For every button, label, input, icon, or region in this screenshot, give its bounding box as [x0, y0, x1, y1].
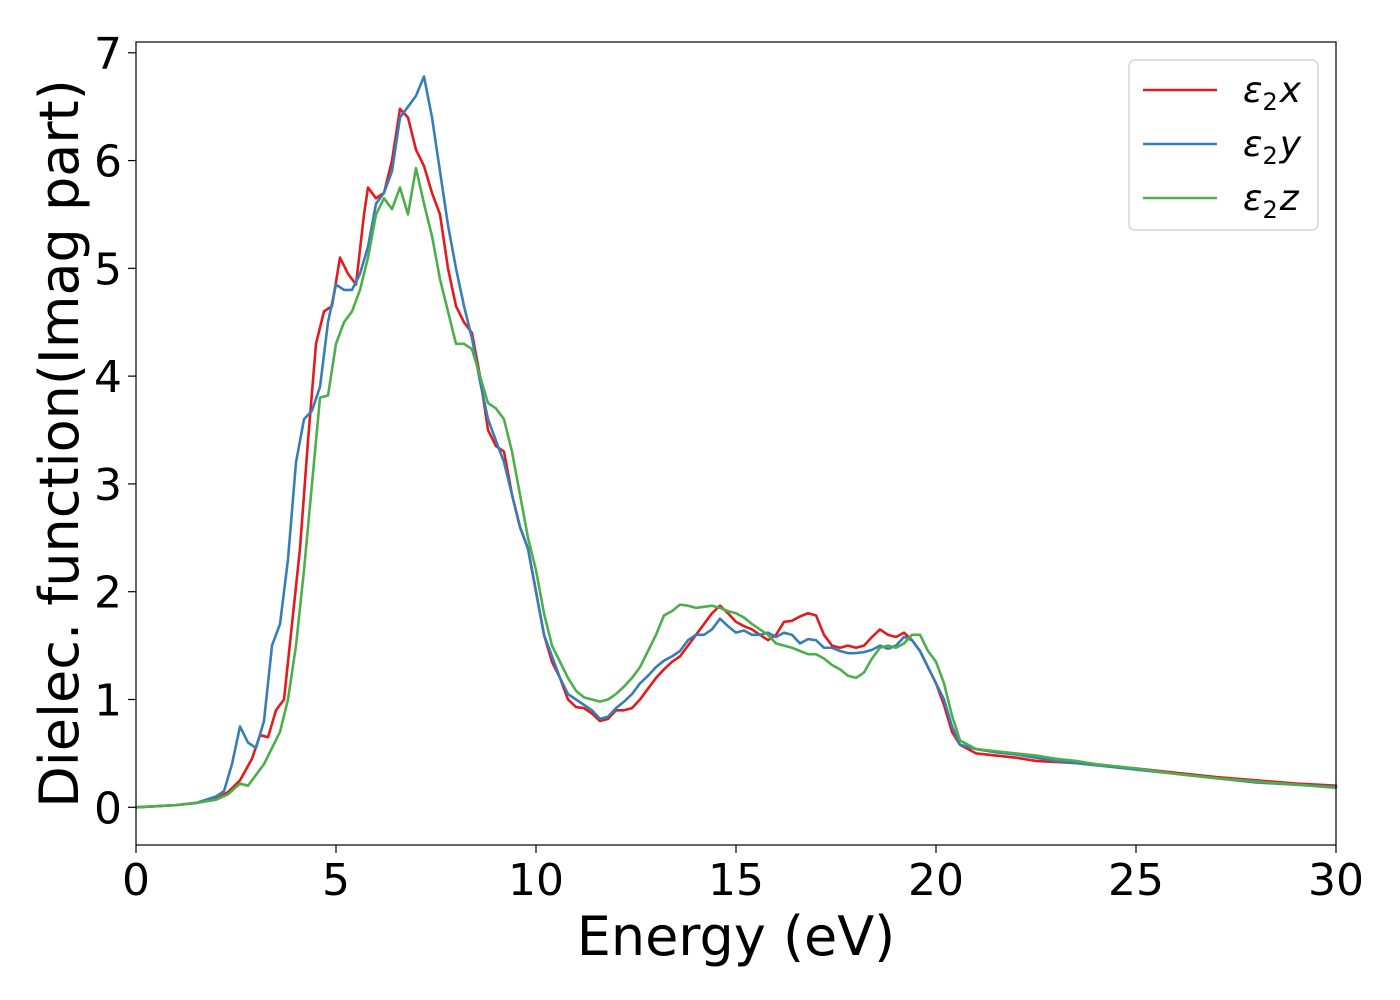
- y-tick-label: 0: [94, 783, 122, 834]
- x-tick-label: 15: [708, 855, 764, 906]
- y-axis: 0 1 2 3 4 5 6 7: [94, 29, 136, 834]
- y-tick-label: 5: [94, 244, 122, 295]
- x-tick-label: 25: [1108, 855, 1164, 906]
- series-line-y: [134, 75, 1338, 809]
- legend-label-z: ε2z: [1243, 178, 1300, 224]
- y-tick-label: 7: [94, 29, 122, 80]
- x-tick-label: 5: [322, 855, 350, 906]
- plot-lines: [134, 75, 1338, 809]
- y-tick-label: 1: [94, 675, 122, 726]
- x-tick-label: 10: [508, 855, 564, 906]
- y-tick-label: 4: [94, 352, 122, 403]
- legend: ε2x ε2y ε2z: [1128, 59, 1319, 231]
- legend-label-x: ε2x: [1243, 70, 1302, 116]
- x-tick-label: 20: [908, 855, 964, 906]
- y-tick-label: 3: [94, 460, 122, 511]
- x-axis-title: Energy (eV): [577, 905, 896, 968]
- legend-box: [1128, 59, 1319, 231]
- x-tick-label: 0: [122, 855, 150, 906]
- legend-label-y: ε2y: [1243, 124, 1302, 170]
- y-tick-label: 2: [94, 568, 122, 619]
- x-axis: 0 5 10 15 20 25 30: [122, 845, 1364, 906]
- series-line-z: [134, 166, 1338, 809]
- y-axis-title: Dielec. function(Imag part): [28, 79, 91, 808]
- x-tick-label: 30: [1308, 855, 1364, 906]
- y-tick-label: 6: [94, 137, 122, 188]
